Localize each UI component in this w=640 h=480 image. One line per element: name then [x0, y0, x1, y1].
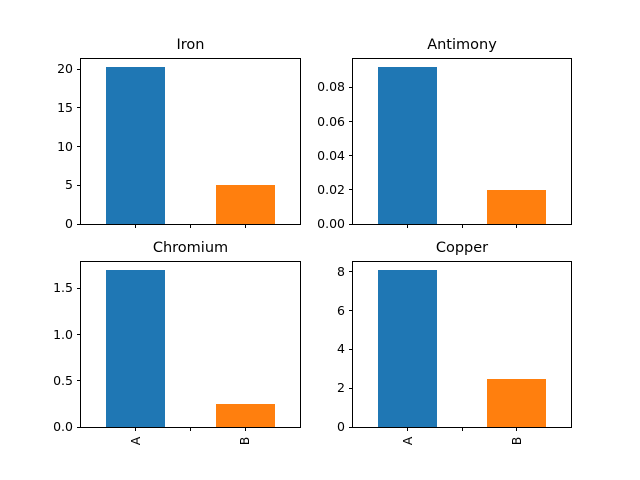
x-tick-mark: [516, 224, 517, 228]
y-tick-mark: [349, 426, 353, 428]
y-tick-mark: [349, 121, 353, 122]
y-tick-mark: [349, 86, 353, 88]
bar-a: [378, 66, 437, 224]
x-tick-mark: [190, 427, 191, 431]
y-tick-label: 5: [65, 177, 73, 193]
y-tick-mark: [77, 107, 81, 109]
y-tick-label: 10: [57, 138, 73, 154]
subplot-title-copper: Copper: [435, 240, 489, 257]
subplot-title-antimony: Antimony: [427, 37, 497, 54]
x-tick-label-b: B: [508, 436, 524, 446]
y-tick-label: 0.06: [317, 113, 345, 129]
x-tick-mark: [135, 224, 137, 228]
bar-b: [215, 403, 275, 427]
y-tick-label: 15: [57, 99, 73, 115]
y-tick-mark: [349, 348, 353, 350]
y-tick-mark: [77, 146, 81, 148]
x-tick-label-b: B: [237, 436, 252, 446]
x-tick-mark: [407, 224, 408, 228]
subplot-copper: Copper 0 2 4 6 8 A B: [337, 240, 572, 445]
y-tick-mark: [77, 380, 81, 382]
y-tick-label: 0.5: [53, 372, 73, 388]
bar-b: [487, 189, 546, 224]
bar-b: [215, 185, 275, 224]
y-tick-label: 0.08: [317, 79, 345, 95]
y-tick-label: 0.00: [317, 215, 345, 231]
y-tick-label: 1.0: [53, 326, 73, 342]
y-tick-label: 0: [65, 215, 73, 231]
y-tick-mark: [349, 223, 353, 225]
x-tick-mark: [461, 427, 463, 431]
y-tick-label: 1.5: [53, 280, 73, 296]
y-tick-label: 0.02: [317, 181, 345, 197]
y-tick-mark: [77, 223, 81, 225]
y-tick-label: 0.0: [53, 418, 73, 434]
x-tick-mark: [244, 224, 246, 228]
y-tick-mark: [77, 68, 81, 70]
x-tick-mark: [244, 427, 246, 431]
subplot-title-iron: Iron: [176, 37, 205, 54]
x-tick-label-a: A: [127, 436, 143, 446]
y-tick-mark: [77, 334, 81, 336]
y-tick-mark: [349, 310, 353, 312]
y-tick-mark: [349, 387, 353, 389]
bar-a: [378, 269, 437, 427]
y-tick-label: 2: [337, 379, 345, 395]
bar-a: [106, 66, 166, 224]
y-tick-label: 8: [337, 263, 345, 279]
y-tick-label: 4: [337, 341, 345, 357]
y-tick-label: 0: [337, 418, 345, 434]
y-tick-label: 6: [337, 302, 345, 318]
y-tick-mark: [349, 189, 353, 191]
bar-a: [106, 269, 166, 427]
y-tick-mark: [349, 155, 353, 157]
subplot-antimony: Antimony 0.00 0.02 0.04 0.06 0.08: [317, 37, 572, 229]
y-tick-mark: [349, 271, 353, 273]
y-tick-mark: [77, 287, 81, 289]
x-tick-mark: [135, 427, 137, 431]
subplot-chromium: Chromium 0.0 0.5 1.0 1.5 A B: [53, 240, 301, 445]
subplot-iron: Iron 0 5 10 15 20: [57, 37, 301, 229]
subplot-title-chromium: Chromium: [152, 240, 229, 257]
x-tick-mark: [516, 427, 517, 431]
x-tick-mark: [407, 427, 408, 431]
bar-b: [487, 378, 546, 427]
y-tick-label: 0.04: [317, 147, 345, 163]
x-tick-mark: [461, 224, 463, 228]
x-tick-mark: [190, 224, 191, 228]
y-tick-label: 20: [57, 60, 73, 76]
y-tick-mark: [77, 184, 81, 186]
y-tick-mark: [77, 426, 81, 428]
x-tick-label-a: A: [399, 436, 415, 446]
